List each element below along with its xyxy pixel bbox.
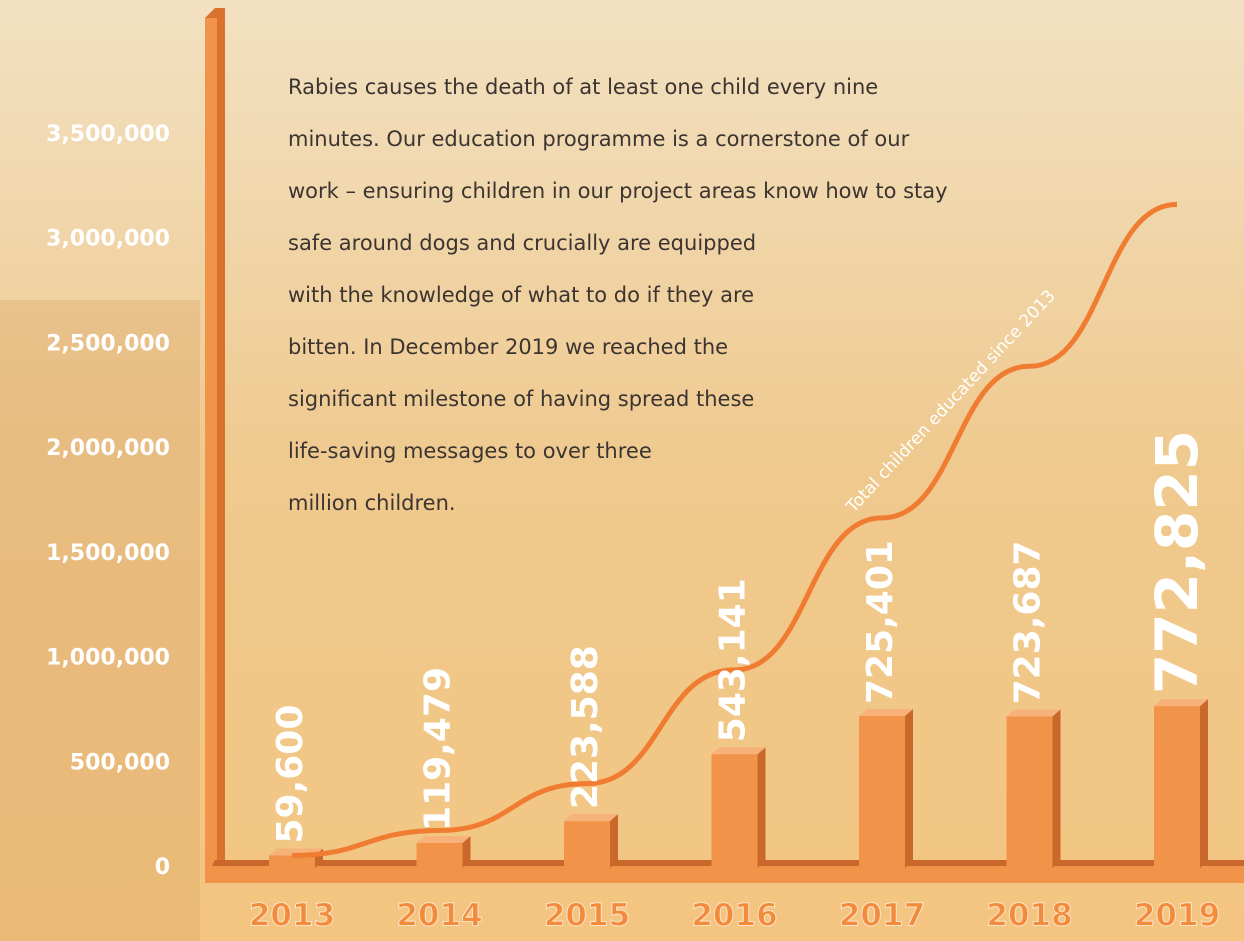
- bar-side: [758, 747, 766, 868]
- x-tick-label: 2016: [691, 898, 777, 934]
- bar: [417, 843, 463, 868]
- value-label: 772,825: [1143, 430, 1211, 694]
- bar: [564, 821, 610, 868]
- value-label: 725,401: [860, 540, 901, 704]
- bar-top: [564, 814, 618, 821]
- bar-side: [1200, 699, 1208, 868]
- chart: Rabies causes the death of at least one …: [0, 0, 1244, 941]
- bar: [1007, 716, 1053, 868]
- y-tick-label: 2,500,000: [46, 331, 170, 356]
- description-line: life-saving messages to over three: [288, 439, 652, 463]
- y-axis: [205, 18, 217, 883]
- bar-top: [1154, 699, 1208, 706]
- value-label: 59,600: [270, 705, 311, 844]
- x-tick-label: 2013: [249, 898, 335, 934]
- bar-top: [417, 836, 471, 843]
- background-shade: [0, 300, 200, 941]
- value-label: 223,588: [565, 645, 606, 809]
- bar-side: [1053, 709, 1061, 868]
- y-tick-label: 1,500,000: [46, 541, 170, 566]
- value-label: 543,141: [713, 578, 754, 742]
- description-line: work – ensuring children in our project …: [288, 179, 948, 203]
- bar-top: [712, 747, 766, 754]
- bar-top: [1007, 709, 1061, 716]
- bar: [1154, 706, 1200, 868]
- y-tick-label: 500,000: [70, 750, 170, 775]
- bar-side: [610, 814, 618, 868]
- bar-side: [905, 709, 913, 868]
- description-line: Rabies causes the death of at least one …: [288, 75, 878, 99]
- description-line: minutes. Our education programme is a co…: [288, 127, 910, 151]
- y-tick-label: 2,000,000: [46, 436, 170, 461]
- x-axis: [205, 866, 1244, 883]
- x-tick-label: 2018: [986, 898, 1072, 934]
- y-tick-label: 3,000,000: [46, 227, 170, 252]
- y-tick-label: 3,500,000: [46, 122, 170, 147]
- page: Rabies causes the death of at least one …: [0, 0, 1244, 941]
- value-label: 723,687: [1008, 540, 1049, 704]
- y-tick-label: 1,000,000: [46, 646, 170, 671]
- description-line: bitten. In December 2019 we reached the: [288, 335, 728, 359]
- bar: [712, 754, 758, 868]
- description-line: significant milestone of having spread t…: [288, 387, 754, 411]
- description-line: safe around dogs and crucially are equip…: [288, 231, 756, 255]
- x-tick-label: 2019: [1134, 898, 1220, 934]
- description-line: with the knowledge of what to do if they…: [288, 283, 754, 307]
- x-tick-label: 2017: [839, 898, 925, 934]
- bar-top: [859, 709, 913, 716]
- description-line: million children.: [288, 491, 456, 515]
- y-tick-label: 0: [155, 855, 170, 880]
- x-tick-label: 2015: [544, 898, 630, 934]
- x-tick-label: 2014: [396, 898, 482, 934]
- bar: [859, 716, 905, 868]
- value-label: 119,479: [418, 667, 459, 831]
